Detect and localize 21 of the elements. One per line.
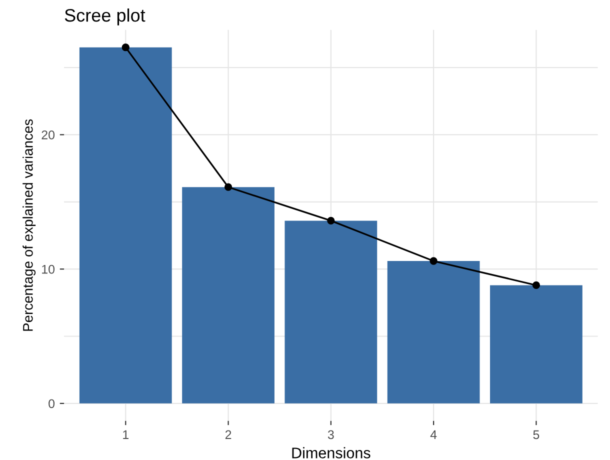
bar xyxy=(284,220,378,404)
x-tick-label: 4 xyxy=(430,430,437,439)
bar xyxy=(387,261,480,404)
point xyxy=(532,281,540,290)
bar xyxy=(182,187,274,404)
y-tick-label: 10 xyxy=(42,264,55,274)
x-axis-title: Dimensions xyxy=(292,447,370,458)
x-tick-label: 3 xyxy=(328,430,334,440)
y-axis-title: Percentage of explained variances xyxy=(22,119,36,331)
point xyxy=(327,216,335,225)
y-tick-label: 20 xyxy=(42,130,55,140)
x-tick-label: 1 xyxy=(123,430,129,439)
bar xyxy=(79,47,172,404)
point xyxy=(430,257,438,265)
y-tick-label: 0 xyxy=(48,399,55,408)
x-tick-label: 2 xyxy=(225,430,232,439)
x-tick-label: 5 xyxy=(533,430,540,440)
point xyxy=(224,183,232,191)
bar xyxy=(490,285,582,404)
point xyxy=(122,44,130,52)
chart-title: Scree plot xyxy=(64,8,146,26)
